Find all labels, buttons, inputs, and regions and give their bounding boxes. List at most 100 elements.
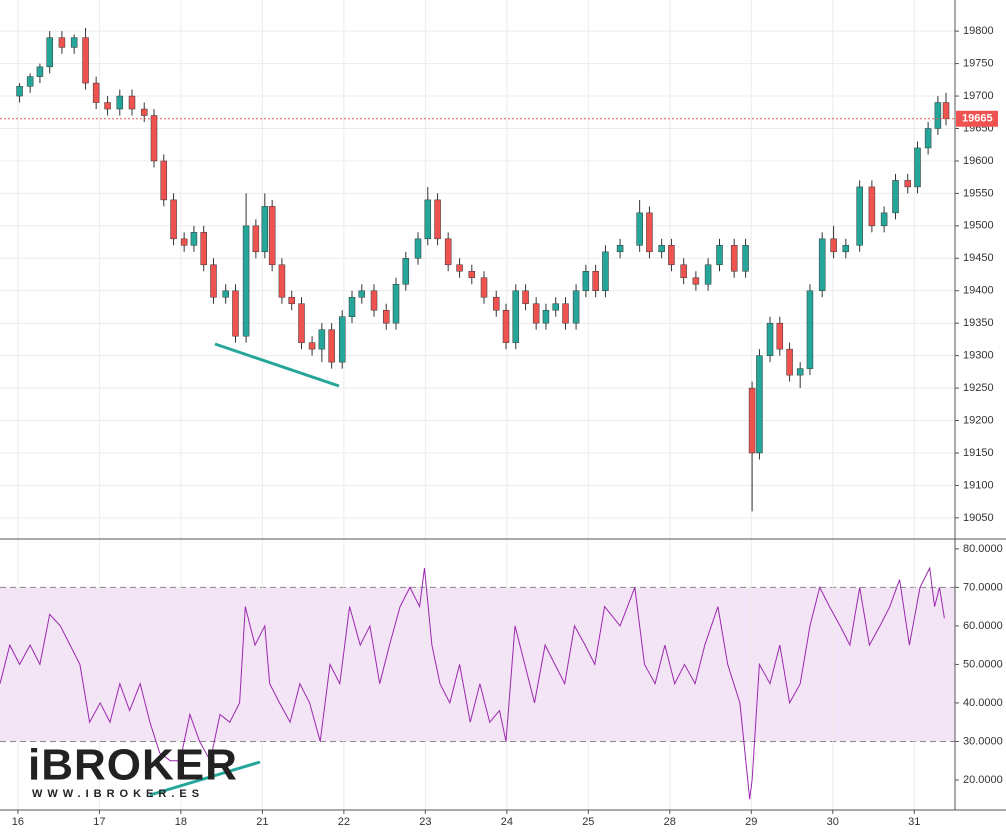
candle-body <box>242 225 250 337</box>
candle-body <box>318 329 326 350</box>
candle-body <box>338 316 346 363</box>
trend-line <box>149 760 261 797</box>
y-tick-label: 19250 <box>963 382 994 394</box>
y-tick-label: 70.0000 <box>963 581 1003 593</box>
x-tick-label: 17 <box>93 816 105 828</box>
y-tick-label: 19550 <box>963 187 994 199</box>
y-tick-label: 19600 <box>963 155 994 167</box>
candle-body <box>190 232 198 246</box>
y-tick-label: 19100 <box>963 479 994 491</box>
candle-body <box>140 108 148 116</box>
candle-body <box>261 206 269 253</box>
y-tick-label: 19050 <box>963 512 994 524</box>
candle-body <box>806 290 814 369</box>
y-tick-label: 40.0000 <box>963 697 1003 709</box>
candle-body <box>636 212 643 246</box>
candle-body <box>856 186 863 246</box>
candle-body <box>748 387 756 454</box>
y-tick-label: 30.0000 <box>963 735 1003 747</box>
candle-body <box>348 296 356 317</box>
candle-body <box>358 290 366 298</box>
candle-body <box>180 238 188 246</box>
candle-body <box>402 258 410 285</box>
candle-body <box>562 303 569 324</box>
candle-body <box>616 245 624 253</box>
candle-body <box>16 86 23 97</box>
candle-body <box>942 102 950 120</box>
candle-body <box>232 290 239 337</box>
candle-body <box>392 284 400 324</box>
candle-body <box>552 303 559 311</box>
candle-body <box>424 199 432 240</box>
x-tick-label: 30 <box>827 816 839 828</box>
candle-body <box>502 309 510 343</box>
candle-body <box>104 102 111 110</box>
candle-body <box>924 128 932 149</box>
candle-body <box>298 303 305 343</box>
candle-body <box>776 322 784 350</box>
y-tick-label: 19500 <box>963 220 994 232</box>
candle-body <box>92 82 100 103</box>
candle-body <box>434 199 441 240</box>
candle-body <box>480 277 488 298</box>
x-tick-label: 28 <box>664 816 676 828</box>
y-tick-label: 80.0000 <box>963 543 1003 555</box>
x-tick-label: 21 <box>256 816 268 828</box>
candle-body <box>278 264 286 298</box>
candle-body <box>222 290 229 298</box>
candle-body <box>914 147 921 188</box>
candle-body <box>492 296 500 311</box>
candle-body <box>818 238 826 291</box>
candle-body <box>602 251 609 291</box>
candle-body <box>756 355 763 454</box>
candle-body <box>468 271 476 279</box>
candle-body <box>82 37 89 84</box>
trend-line <box>214 342 340 388</box>
rsi-line <box>0 566 945 800</box>
candle-body <box>170 199 177 240</box>
candle-body <box>582 271 590 291</box>
y-tick-label: 19300 <box>963 350 994 362</box>
candle-body <box>892 180 899 214</box>
y-tick-label: 19150 <box>963 447 994 459</box>
candle-body <box>716 245 723 266</box>
y-tick-label: 19450 <box>963 252 994 264</box>
candle-body <box>904 180 911 188</box>
last-price-label: 19665 <box>962 113 993 125</box>
logo-url: WWW.IBROKER.ES <box>32 788 204 800</box>
y-tick-label: 50.0000 <box>963 658 1003 670</box>
y-tick-label: 19350 <box>963 317 994 329</box>
y-tick-label: 19800 <box>963 25 994 37</box>
last-price-box <box>956 110 998 127</box>
x-tick-label: 29 <box>745 816 757 828</box>
candle-body <box>880 212 888 227</box>
y-tick-label: 20.0000 <box>963 774 1003 786</box>
candle-body <box>116 95 124 110</box>
candle-body <box>934 102 942 129</box>
candle-body <box>160 160 168 201</box>
candle-body <box>58 37 66 48</box>
x-tick-label: 22 <box>338 816 350 828</box>
candle-body <box>830 238 837 253</box>
candle-body <box>444 238 452 266</box>
candle-body <box>210 264 217 298</box>
x-tick-label: 31 <box>908 816 920 828</box>
candle-body <box>680 264 687 279</box>
candle-body <box>572 290 580 324</box>
rsi-band <box>0 587 955 742</box>
candle-body <box>730 245 738 272</box>
candle-body <box>668 245 675 266</box>
candle-body <box>704 264 712 285</box>
candle-body <box>796 368 804 376</box>
candle-body <box>46 37 53 68</box>
candle-body <box>308 342 316 350</box>
x-tick-label: 24 <box>501 816 513 828</box>
candle-body <box>512 290 520 343</box>
candle-body <box>370 290 378 311</box>
candle-body <box>592 271 599 291</box>
logo-brand: iBROKER <box>28 741 238 790</box>
candle-body <box>70 37 78 48</box>
candle-body <box>382 309 390 324</box>
x-tick-label: 16 <box>12 816 24 828</box>
